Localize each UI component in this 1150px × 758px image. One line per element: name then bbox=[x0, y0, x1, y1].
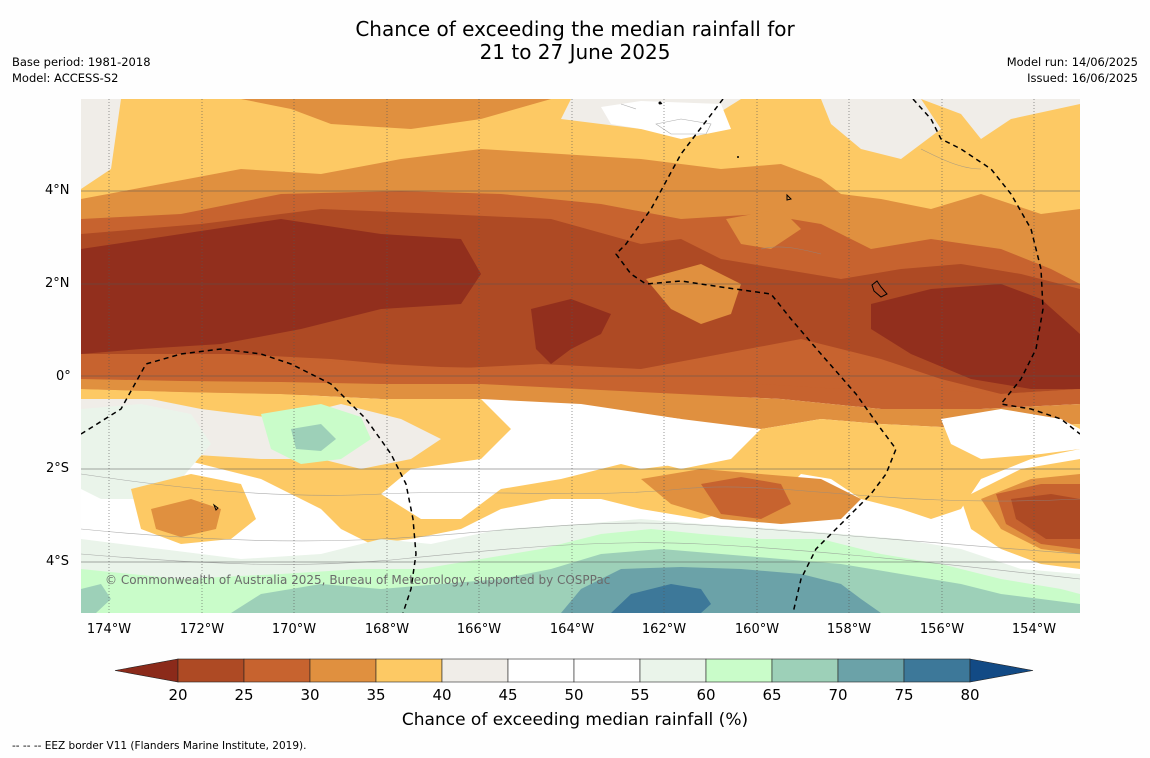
colorbar-segment bbox=[705, 658, 773, 683]
lon-label-158w: 158°W bbox=[826, 622, 872, 637]
contour-below-20-east bbox=[871, 284, 1080, 389]
base-period: Base period: 1981-2018 bbox=[12, 55, 151, 69]
cb-tick-25: 25 bbox=[234, 686, 254, 704]
colorbar-extend-high bbox=[969, 658, 1034, 683]
green-patch-west bbox=[81, 404, 211, 499]
contour-below-20-center bbox=[531, 299, 611, 364]
colorbar-segment bbox=[375, 658, 443, 683]
cb-tick-60: 60 bbox=[696, 686, 716, 704]
cb-tick-35: 35 bbox=[366, 686, 386, 704]
lon-label-170w: 170°W bbox=[271, 622, 317, 637]
white-patch-mid bbox=[581, 414, 701, 469]
cb-tick-50: 50 bbox=[564, 686, 584, 704]
lon-label-164w: 164°W bbox=[549, 622, 595, 637]
orange-patch-center bbox=[646, 264, 741, 324]
contour-75-80-south bbox=[611, 584, 711, 613]
lon-label-174w: 174°W bbox=[86, 622, 132, 637]
run-info: Model run: 14/06/2025 Issued: 16/06/2025 bbox=[1007, 54, 1138, 86]
lat-label-4s: 4°S bbox=[46, 554, 70, 569]
contour-lines bbox=[81, 103, 1080, 580]
cb-tick-45: 45 bbox=[498, 686, 518, 704]
issued-date: Issued: 16/06/2025 bbox=[1027, 71, 1138, 85]
lon-label-156w: 156°W bbox=[919, 622, 965, 637]
cb-tick-40: 40 bbox=[432, 686, 452, 704]
lon-label-162w: 162°W bbox=[641, 622, 687, 637]
lat-label-2n: 2°N bbox=[45, 276, 70, 291]
lon-label-166w: 166°W bbox=[456, 622, 502, 637]
colorbar-segment bbox=[507, 658, 575, 683]
grid bbox=[81, 190, 1080, 563]
colorbar-segment bbox=[177, 658, 245, 683]
lon-label-172w: 172°W bbox=[179, 622, 225, 637]
contour-below-20-west bbox=[81, 219, 481, 354]
lat-label-0: 0° bbox=[56, 369, 71, 384]
colorbar bbox=[114, 658, 1034, 683]
cb-tick-55: 55 bbox=[630, 686, 650, 704]
green-patch-south-west-corner bbox=[81, 584, 111, 613]
colorbar-segment bbox=[837, 658, 905, 683]
colorbar-extend-low bbox=[114, 658, 179, 683]
title-line-2: 21 to 27 June 2025 bbox=[479, 40, 671, 64]
colorbar-title: Chance of exceeding median rainfall (%) bbox=[401, 710, 749, 730]
model-run: Model run: 14/06/2025 bbox=[1006, 55, 1138, 69]
colorbar-segment bbox=[573, 658, 641, 683]
colorbar-segment bbox=[903, 658, 971, 683]
base-info: Base period: 1981-2018 Model: ACCESS-S2 bbox=[12, 54, 151, 86]
white-patch-north-1 bbox=[601, 101, 731, 139]
colorbar-segment bbox=[441, 658, 509, 683]
colorbar-segments bbox=[114, 658, 1034, 683]
lon-label-160w: 160°W bbox=[734, 622, 780, 637]
copyright-notice: © Commonwealth of Australia 2025, Bureau… bbox=[105, 573, 611, 587]
eez-borders bbox=[81, 99, 1080, 613]
model-name: Model: ACCESS-S2 bbox=[12, 71, 119, 85]
colorbar-segment bbox=[639, 658, 707, 683]
contour-25-30-equator bbox=[81, 354, 1080, 409]
cb-tick-80: 80 bbox=[960, 686, 980, 704]
brown-patch-south-center bbox=[701, 477, 791, 519]
cb-tick-70: 70 bbox=[828, 686, 848, 704]
lat-label-2s: 2°S bbox=[46, 461, 70, 476]
colorbar-segment bbox=[771, 658, 839, 683]
contour-30-35-cap bbox=[241, 99, 551, 129]
cb-tick-20: 20 bbox=[168, 686, 188, 704]
orange-patch-upper bbox=[726, 209, 801, 249]
cb-tick-30: 30 bbox=[300, 686, 320, 704]
lon-label-154w: 154°W bbox=[1011, 622, 1057, 637]
map-title: Chance of exceeding the median rainfall … bbox=[0, 18, 1150, 64]
darkbrown-patch-southeast bbox=[1011, 494, 1080, 539]
contour-30-35-equator bbox=[81, 379, 1080, 429]
orange-patch-southwest-inner bbox=[151, 499, 221, 537]
white-patch-north-2 bbox=[821, 99, 941, 159]
lon-label-168w: 168°W bbox=[364, 622, 410, 637]
cb-tick-65: 65 bbox=[762, 686, 782, 704]
title-line-1: Chance of exceeding the median rainfall … bbox=[355, 17, 795, 41]
teal-patch-center-west bbox=[291, 424, 336, 451]
colorbar-segment bbox=[243, 658, 311, 683]
lat-label-4n: 4°N bbox=[45, 183, 70, 198]
eez-footnote: -- -- -- EEZ border V11 (Flanders Marine… bbox=[12, 740, 307, 752]
white-patch-east-mid bbox=[941, 409, 1080, 459]
rainfall-map bbox=[81, 99, 1080, 613]
colorbar-segment bbox=[309, 658, 377, 683]
cb-tick-75: 75 bbox=[894, 686, 914, 704]
